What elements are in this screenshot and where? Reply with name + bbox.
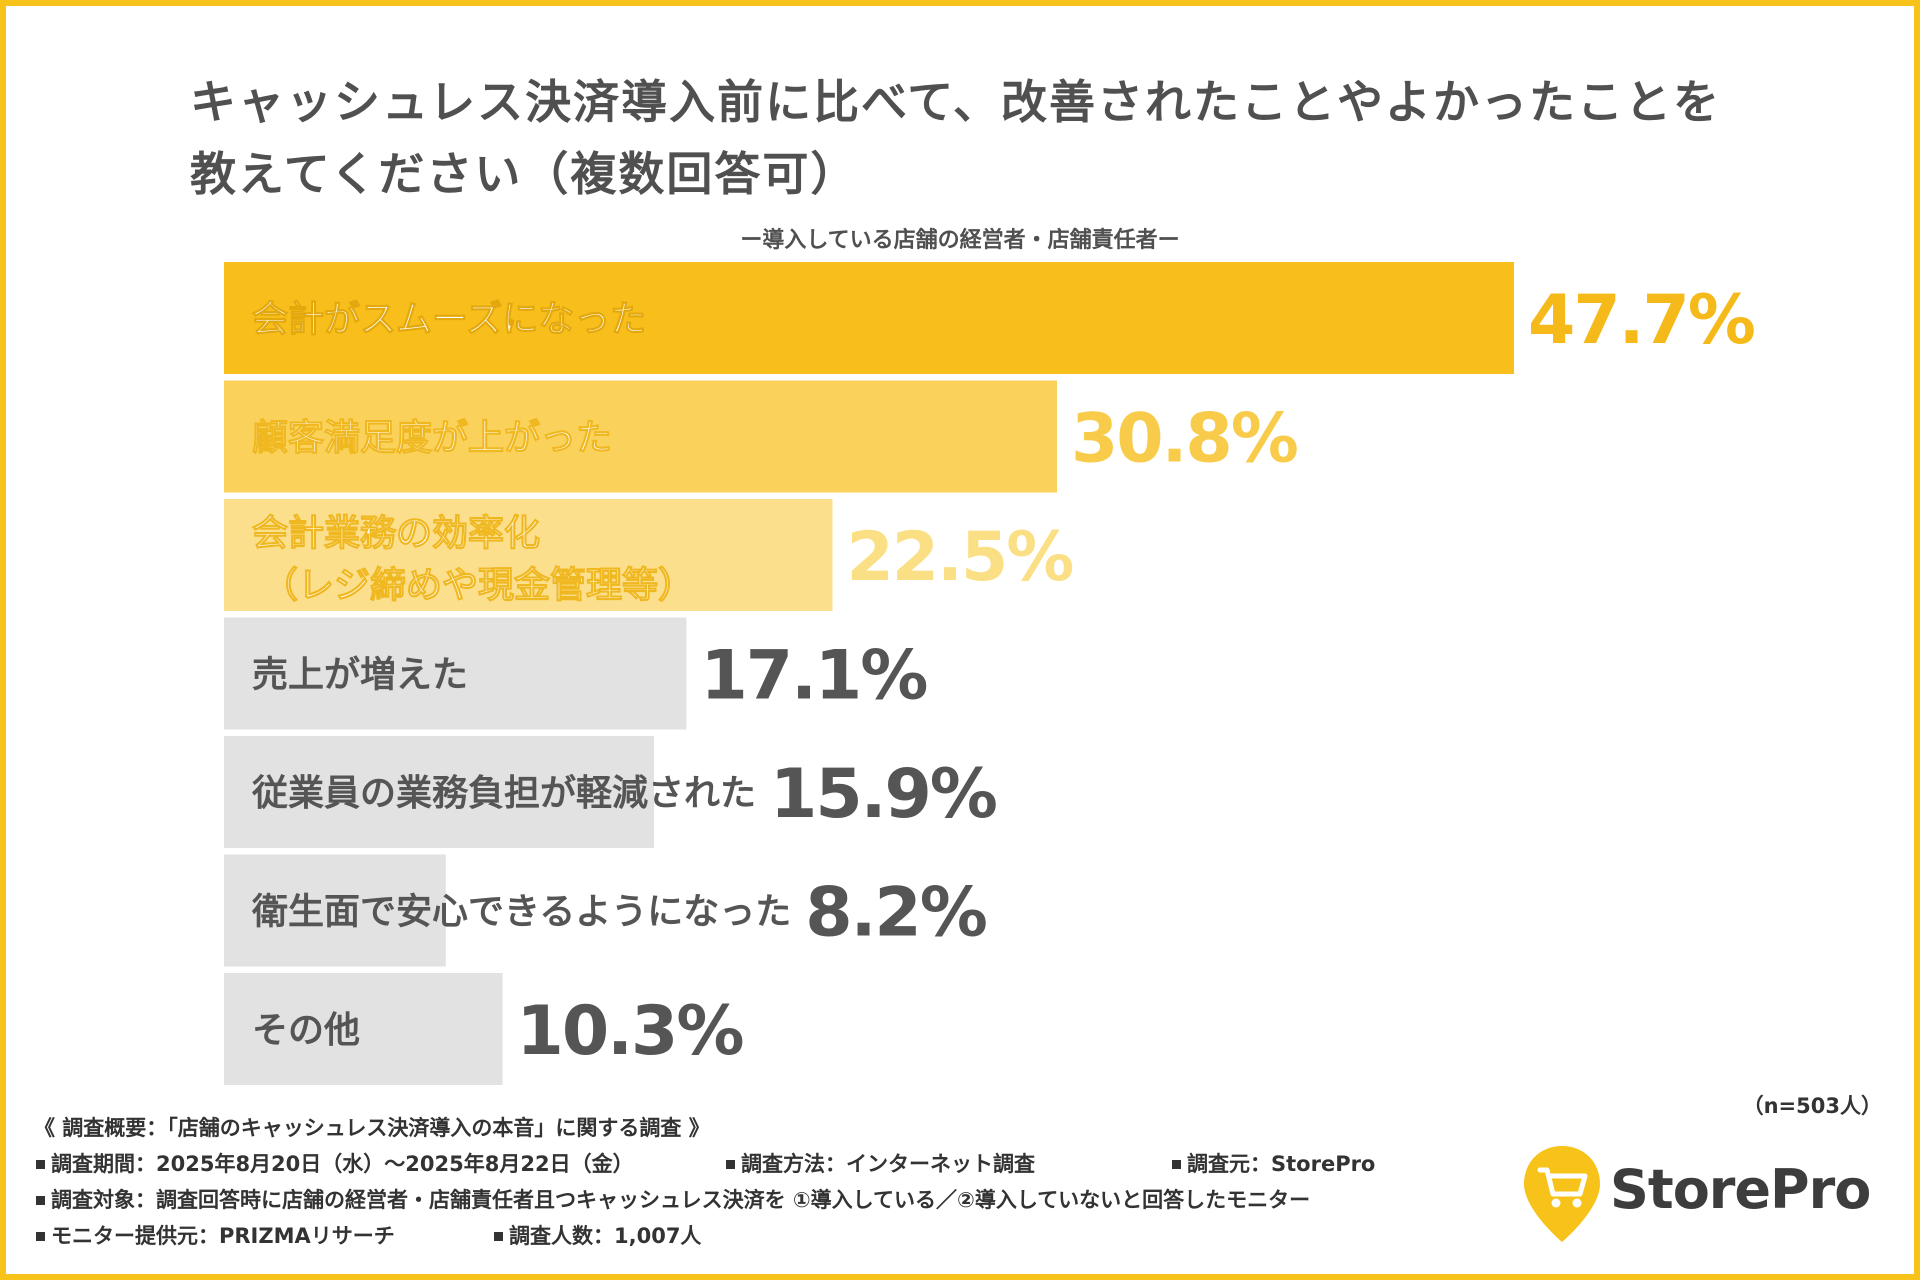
bar-2 [224,380,1057,493]
category-label-4: 売上が増えた [252,655,468,696]
category-label-5-line-1: 従業員の業務負担が軽減された [251,773,756,814]
survey-source: 調査元：StorePro [1187,1152,1376,1176]
category-label-4-line-1: 売上が増えた [252,655,468,696]
bullet-icon [494,1231,503,1241]
category-label-6-line-1: 衛生面で安心できるようになった [251,892,791,933]
bullet-icon [36,1159,45,1169]
category-label-1-line-1: 会計がスムーズになった [252,298,646,340]
category-label-1: 会計がスムーズになった [252,298,646,340]
survey-summary: 《 調査概要：「店舗のキャッシュレス決済導入の本音」に関する調査 》 [34,1116,710,1140]
category-label-2-line-1: 顧客満足度が上がった [252,418,612,459]
value-label-2: 30.8% [1071,400,1297,479]
survey-target: 調査対象：調査回答時に店舗の経営者・店舗責任者且つキャッシュレス決済を ①導入し… [51,1188,1311,1212]
category-label-3-line-2: （レジ締めや現金管理等） [262,564,694,606]
logo-text: StorePro [1610,1158,1871,1221]
value-label-5: 15.9% [770,755,996,834]
bullet-icon [1172,1159,1181,1169]
bar-5 [224,736,654,848]
category-label-5: 従業員の業務負担が軽減された [251,773,756,814]
bar-1 [224,262,1514,374]
value-label-1: 47.7% [1528,281,1754,360]
value-label-3: 22.5% [846,518,1072,597]
chart-subtitle: ー導入している店舗の経営者・店舗責任者ー [740,228,1180,253]
chart-title-line-1: キャッシュレス決済導入前に比べて、改善されたことやよかったことを [190,75,1721,129]
value-label-7: 10.3% [517,992,743,1071]
chart-title: キャッシュレス決済導入前に比べて、改善されたことやよかったことを 教えてください… [190,66,1810,210]
bar-6 [224,854,446,967]
value-label-4: 17.1% [700,637,926,716]
category-label-2: 顧客満足度が上がった [252,418,612,459]
bar-7 [224,973,503,1085]
storepro-logo: StorePro [1520,1140,1900,1250]
survey-count: 調査人数：1,007人 [509,1224,702,1248]
survey-provider: モニター提供元：PRIZMAリサーチ [51,1224,395,1248]
category-label-7: その他 [252,1010,360,1051]
chart-title-line-2: 教えてください（複数回答可） [190,147,859,201]
category-label-3-line-1: 会計業務の効率化 [252,513,540,554]
survey-method: 調査方法：インターネット調査 [741,1152,1035,1176]
bullet-icon [36,1195,45,1205]
bar-3 [224,499,833,611]
bullet-icon [36,1231,45,1241]
cart-pin-icon [1524,1146,1600,1242]
category-label-7-line-1: その他 [252,1010,360,1051]
bar-4 [224,617,687,730]
category-label-6: 衛生面で安心できるようになった [251,892,791,933]
bullet-icon [726,1159,735,1169]
value-label-6: 8.2% [805,874,986,953]
sample-size: （n=503人） [1742,1094,1882,1118]
category-label-3: 会計業務の効率化 （レジ締めや現金管理等） [252,513,694,606]
survey-period: 調査期間：2025年8月20日（水）～2025年8月22日（金） [51,1152,634,1176]
survey-target-line: 調査対象：調査回答時に店舗の経営者・店舗責任者且つキャッシュレス決済を ①導入し… [34,1184,1310,1214]
